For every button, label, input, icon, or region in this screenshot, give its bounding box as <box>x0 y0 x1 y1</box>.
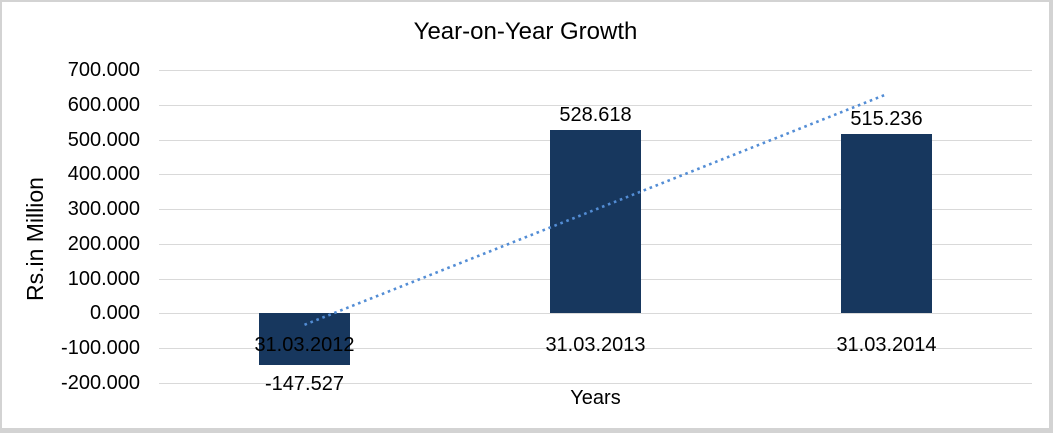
y-axis-tick-label: 300.000 <box>67 198 140 221</box>
gridline <box>159 104 1032 106</box>
y-axis-tick-label: 600.000 <box>67 93 140 116</box>
chart-title: Year-on-Year Growth <box>413 18 638 45</box>
gridline <box>159 348 1032 350</box>
gridline <box>159 313 1032 315</box>
y-axis-tick-label: 200.000 <box>67 232 140 255</box>
y-axis-tick-label: 400.000 <box>67 163 140 186</box>
x-axis-title: Years <box>570 387 621 409</box>
y-axis-tick-label: -100.000 <box>61 337 140 360</box>
data-label: 528.618 <box>559 103 632 126</box>
data-label: -147.527 <box>265 372 344 395</box>
x-axis-category-label: 31.03.2014 <box>836 334 937 357</box>
y-axis-tick-label: -200.000 <box>61 372 140 394</box>
trendline <box>304 93 887 326</box>
x-axis-category-label: 31.03.2013 <box>545 334 646 357</box>
y-axis-tick-label: 700.000 <box>67 59 140 81</box>
x-axis-category-label: 31.03.2012 <box>254 334 355 357</box>
bar-31.03.2014 <box>841 134 932 314</box>
plot-area <box>159 70 1032 384</box>
bar-31.03.2013 <box>550 129 641 314</box>
trendline-line <box>304 93 887 326</box>
gridline <box>159 383 1032 384</box>
y-axis-tick-label: 500.000 <box>67 128 140 151</box>
bar-31.03.2012 <box>259 313 350 365</box>
y-axis-tick-label: 0.000 <box>89 302 140 325</box>
data-label: 515.236 <box>850 108 923 131</box>
y-axis-tick-label: 100.000 <box>67 267 140 290</box>
gridline <box>159 70 1032 71</box>
